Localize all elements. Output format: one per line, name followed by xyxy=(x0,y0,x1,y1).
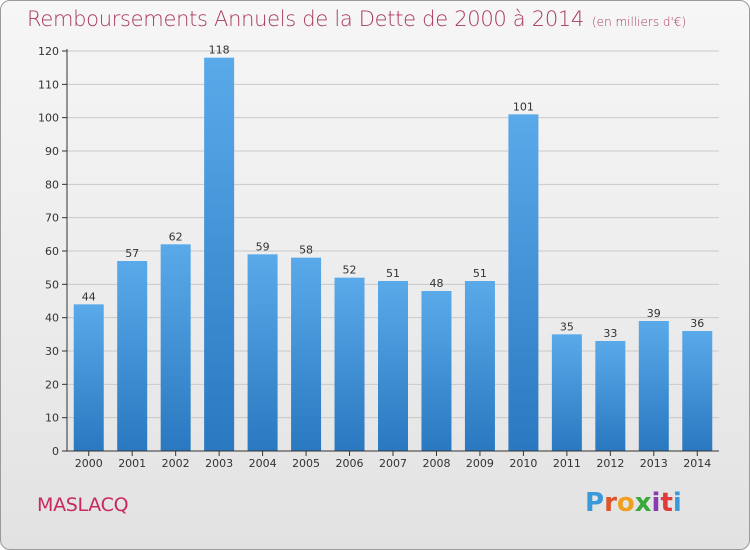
y-tick-label: 70 xyxy=(45,212,59,225)
y-tick-label: 110 xyxy=(38,78,59,91)
logo-letter: o xyxy=(616,488,635,518)
x-tick-label: 2001 xyxy=(118,457,146,470)
logo-letter: t xyxy=(660,488,673,518)
bar xyxy=(682,331,713,451)
y-tick-label: 100 xyxy=(38,112,59,125)
data-label: 44 xyxy=(82,290,96,303)
bar xyxy=(378,281,408,451)
commune-name: MASLACQ xyxy=(37,494,129,516)
data-label: 52 xyxy=(343,264,357,277)
x-tick-label: 2013 xyxy=(640,457,668,470)
data-label: 118 xyxy=(209,44,230,57)
data-label: 39 xyxy=(647,307,661,320)
x-tick-label: 2003 xyxy=(205,457,233,470)
x-tick-label: 2009 xyxy=(466,457,494,470)
bar xyxy=(334,277,365,451)
y-tick-label: 80 xyxy=(45,178,59,191)
x-tick-label: 2007 xyxy=(379,457,407,470)
data-label: 36 xyxy=(690,317,704,330)
bar xyxy=(595,341,626,451)
x-tick-label: 2010 xyxy=(509,457,537,470)
bar xyxy=(421,291,452,451)
bar xyxy=(73,304,104,451)
bar xyxy=(638,321,669,451)
bar xyxy=(204,57,235,452)
data-label: 58 xyxy=(299,244,313,257)
bar xyxy=(464,281,495,451)
y-tick-label: 40 xyxy=(45,312,59,325)
x-tick-label: 2005 xyxy=(292,457,320,470)
bar xyxy=(117,261,148,451)
y-tick-label: 60 xyxy=(45,245,59,258)
logo-letter: i xyxy=(651,488,661,518)
data-label: 62 xyxy=(169,230,183,243)
y-tick-label: 90 xyxy=(45,145,59,158)
data-label: 33 xyxy=(603,327,617,340)
chart-title: Remboursements Annuels de la Dette de 20… xyxy=(27,7,686,31)
title-text: Remboursements Annuels de la Dette de 20… xyxy=(27,7,584,31)
x-tick-label: 2011 xyxy=(553,457,581,470)
y-tick-label: 120 xyxy=(38,45,59,58)
x-tick-label: 2004 xyxy=(249,457,277,470)
bar xyxy=(508,114,539,451)
x-tick-label: 2012 xyxy=(596,457,624,470)
y-tick-label: 0 xyxy=(52,445,59,458)
bar xyxy=(160,244,191,451)
data-label: 59 xyxy=(256,240,270,253)
bar xyxy=(291,257,322,451)
x-tick-label: 2006 xyxy=(336,457,364,470)
y-tick-label: 20 xyxy=(45,378,59,391)
data-label: 101 xyxy=(513,100,534,113)
data-label: 48 xyxy=(429,277,443,290)
data-label: 51 xyxy=(386,267,400,280)
logo-letter: x xyxy=(634,488,652,518)
logo-letter: i xyxy=(672,488,682,518)
y-tick-label: 30 xyxy=(45,345,59,358)
y-tick-label: 50 xyxy=(45,278,59,291)
unit-label: (en milliers d'€) xyxy=(592,15,687,29)
bar xyxy=(247,254,278,451)
logo-letter: r xyxy=(604,488,617,518)
bar xyxy=(551,334,582,451)
x-tick-label: 2002 xyxy=(162,457,190,470)
x-tick-label: 2008 xyxy=(422,457,450,470)
y-tick-label: 10 xyxy=(45,412,59,425)
proxiti-logo: Proxiti xyxy=(585,488,682,518)
data-label: 51 xyxy=(473,267,487,280)
x-tick-label: 2014 xyxy=(683,457,711,470)
x-tick-label: 2000 xyxy=(75,457,103,470)
logo-letter: P xyxy=(585,488,605,518)
data-label: 35 xyxy=(560,320,574,333)
data-label: 57 xyxy=(125,247,139,260)
